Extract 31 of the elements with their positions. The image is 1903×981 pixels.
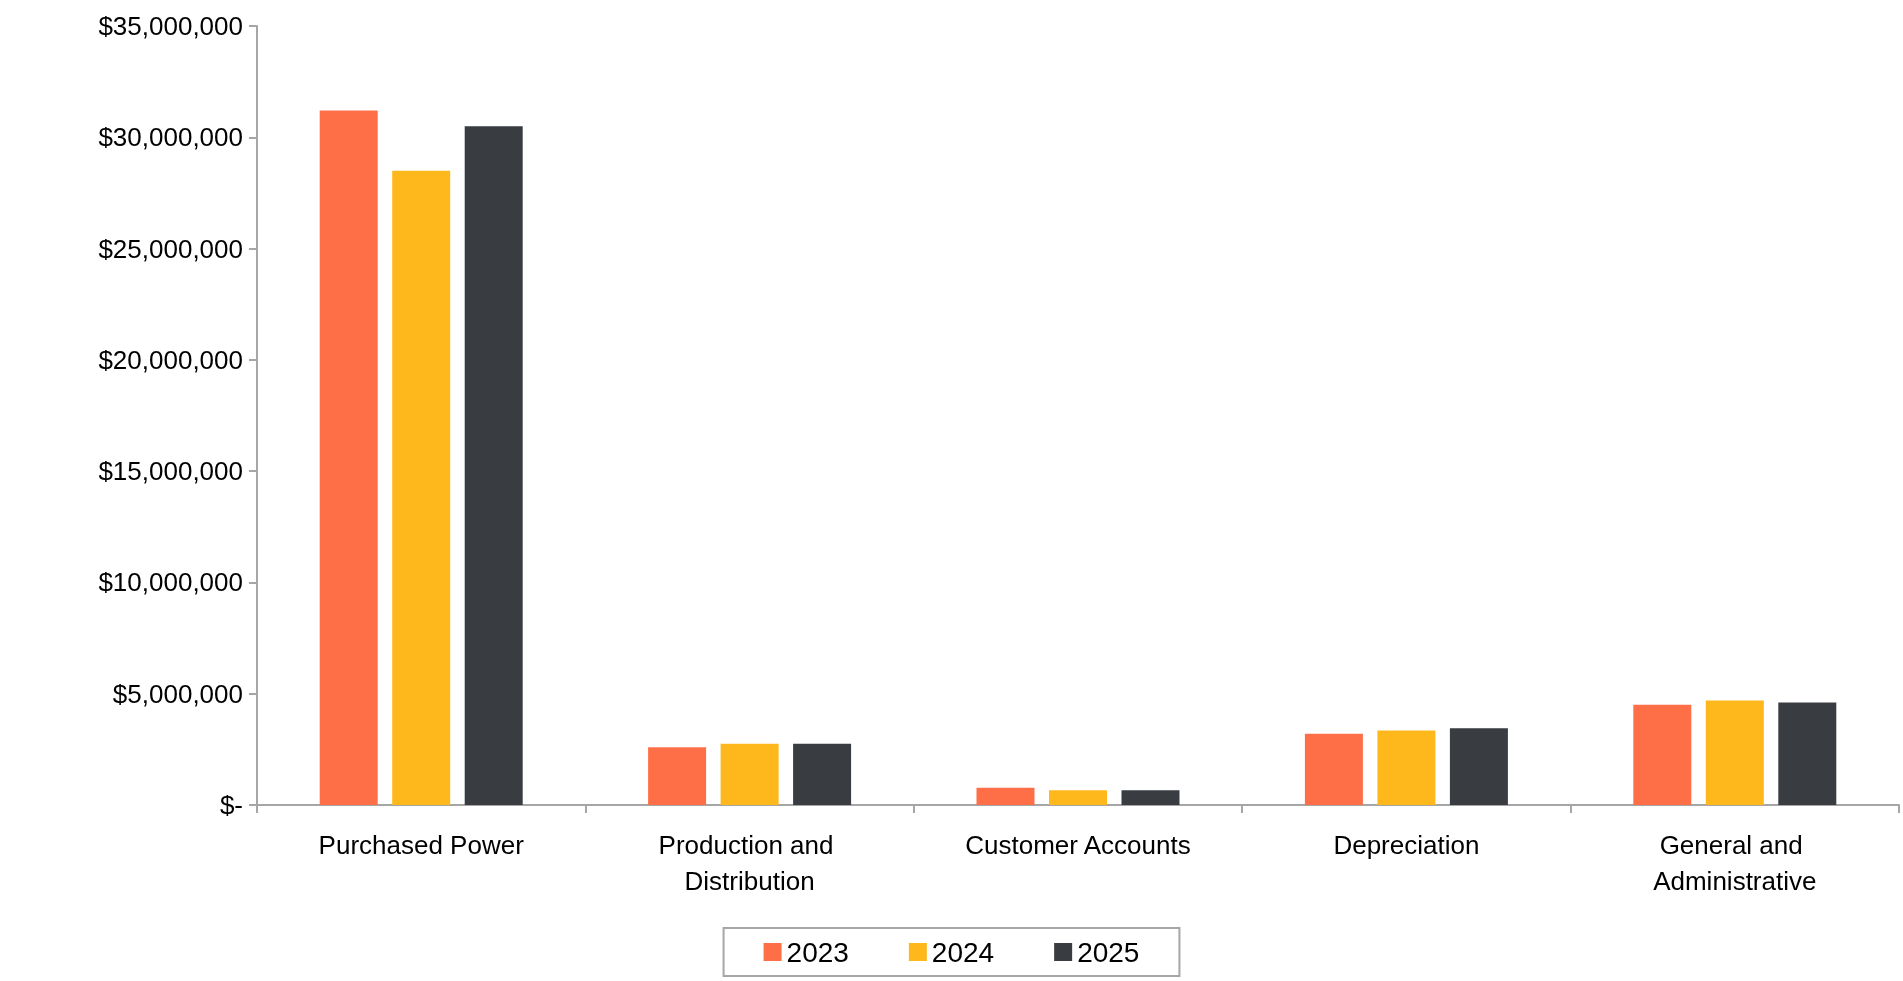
bar: [648, 747, 707, 805]
bar: [1377, 730, 1436, 805]
bar: [392, 170, 451, 805]
y-tick-label: $10,000,000: [98, 567, 243, 598]
x-tick-label: General and Administrative: [1653, 830, 1817, 896]
y-tick-label: $25,000,000: [98, 233, 243, 264]
bar: [1304, 733, 1363, 805]
y-tick-label: $15,000,000: [98, 456, 243, 487]
bar: [1778, 702, 1837, 805]
x-tick-label: Production and Distribution: [658, 830, 841, 896]
x-tick-label: Depreciation: [1333, 830, 1480, 860]
legend-label: 2024: [931, 936, 995, 968]
x-tick-label: Purchased Power: [318, 830, 525, 860]
bar: [1121, 790, 1180, 805]
bar: [1449, 728, 1508, 805]
y-tick-label: $-: [219, 790, 243, 820]
bar: [319, 110, 378, 805]
bar: [1705, 700, 1764, 805]
y-tick-label: $5,000,000: [112, 678, 243, 709]
y-tick-label: $30,000,000: [98, 122, 243, 153]
bar: [1049, 790, 1107, 805]
y-tick-label: $20,000,000: [98, 344, 243, 375]
y-tick-label: $35,000,000: [98, 11, 243, 41]
bar: [720, 743, 779, 805]
bar: [1633, 704, 1692, 805]
bar: [793, 743, 852, 805]
legend-label: 2023: [786, 936, 849, 968]
bar: [976, 787, 1035, 805]
bar: [464, 126, 523, 805]
x-tick-label: Customer Accounts: [965, 830, 1191, 860]
legend-label: 2025: [1077, 936, 1140, 968]
